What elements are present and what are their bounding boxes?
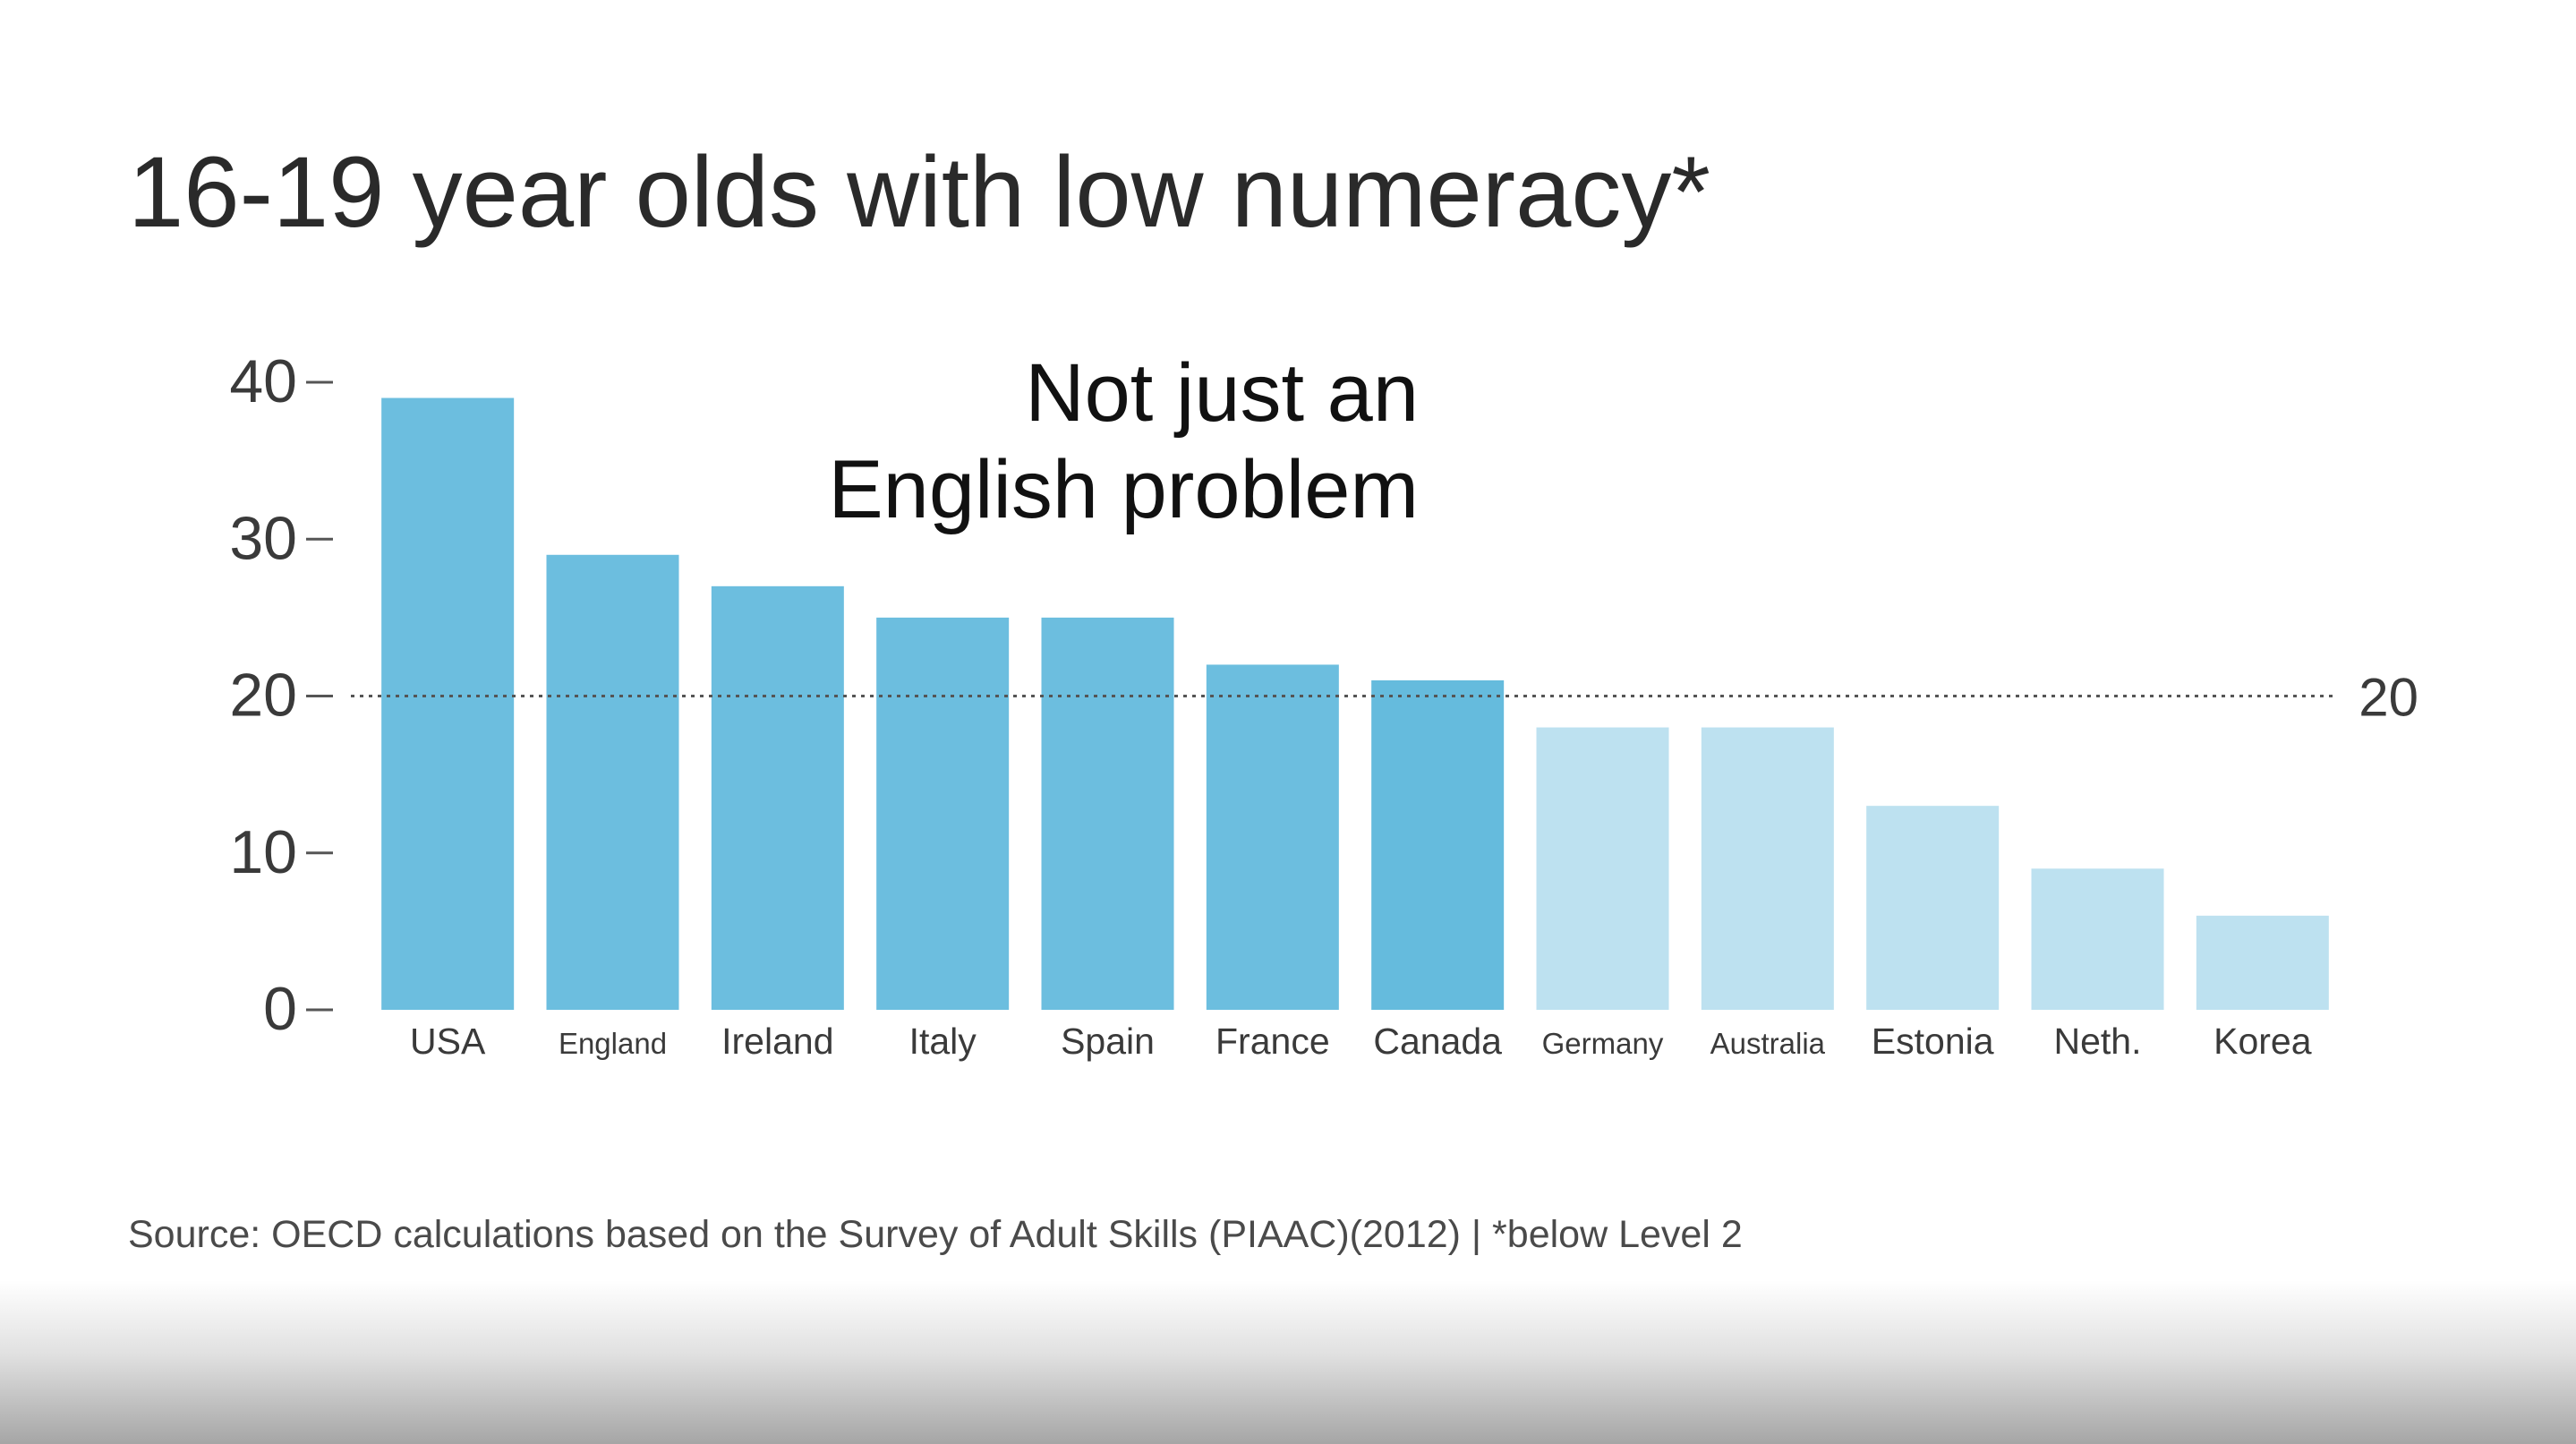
x-tick-label: Estonia [1872, 1021, 1994, 1062]
x-tick-label: Spain [1061, 1021, 1155, 1062]
reference-line-label: 20 [2358, 668, 2418, 728]
y-tick-label: 20 [229, 662, 297, 730]
x-tick-label: Germany [1542, 1027, 1664, 1060]
chart-title: 16-19 year olds with low numeracy* [128, 136, 1710, 248]
bar-ireland [711, 585, 844, 1010]
bar-usa [381, 397, 515, 1010]
y-tick-label: 40 [229, 347, 297, 415]
y-tick-label: 0 [263, 975, 297, 1043]
bar-france [1206, 664, 1339, 1010]
x-tick-label: Canada [1373, 1021, 1502, 1062]
x-tick-label: USA [410, 1021, 486, 1062]
bar-england [546, 554, 679, 1010]
y-tick-label: 30 [229, 504, 297, 572]
y-axis: 0 10 20 30 40 [229, 347, 333, 1043]
bar-canada [1371, 679, 1505, 1010]
bar-australia [1701, 727, 1834, 1010]
x-tick-label: Australia [1710, 1027, 1826, 1060]
reference-line-group: 20 [351, 668, 2418, 728]
x-tick-label: France [1215, 1021, 1330, 1062]
bar-germany [1536, 727, 1669, 1010]
video-bottom-shade [0, 1280, 2576, 1444]
x-tick-label: Korea [2213, 1021, 2312, 1062]
x-tick-label: England [559, 1027, 667, 1060]
bar-spain [1041, 617, 1174, 1010]
x-tick-label: Neth. [2054, 1021, 2142, 1062]
x-axis-labels: USA England Ireland Italy Spain France Canada G… [410, 1021, 2312, 1062]
x-tick-label: Ireland [721, 1021, 833, 1062]
bar-estonia [1866, 806, 2000, 1010]
annotation-line-1: Not just an [1025, 347, 1419, 439]
x-tick-label: Italy [909, 1021, 977, 1062]
bar-italy [876, 617, 1010, 1010]
bar-korea [2196, 915, 2329, 1010]
bar-neth [2031, 868, 2164, 1010]
source-note: Source: OECD calculations based on the S… [128, 1213, 1743, 1256]
bars [381, 397, 2329, 1010]
annotation-line-2: English problem [828, 444, 1419, 535]
y-tick-label: 10 [229, 818, 297, 886]
